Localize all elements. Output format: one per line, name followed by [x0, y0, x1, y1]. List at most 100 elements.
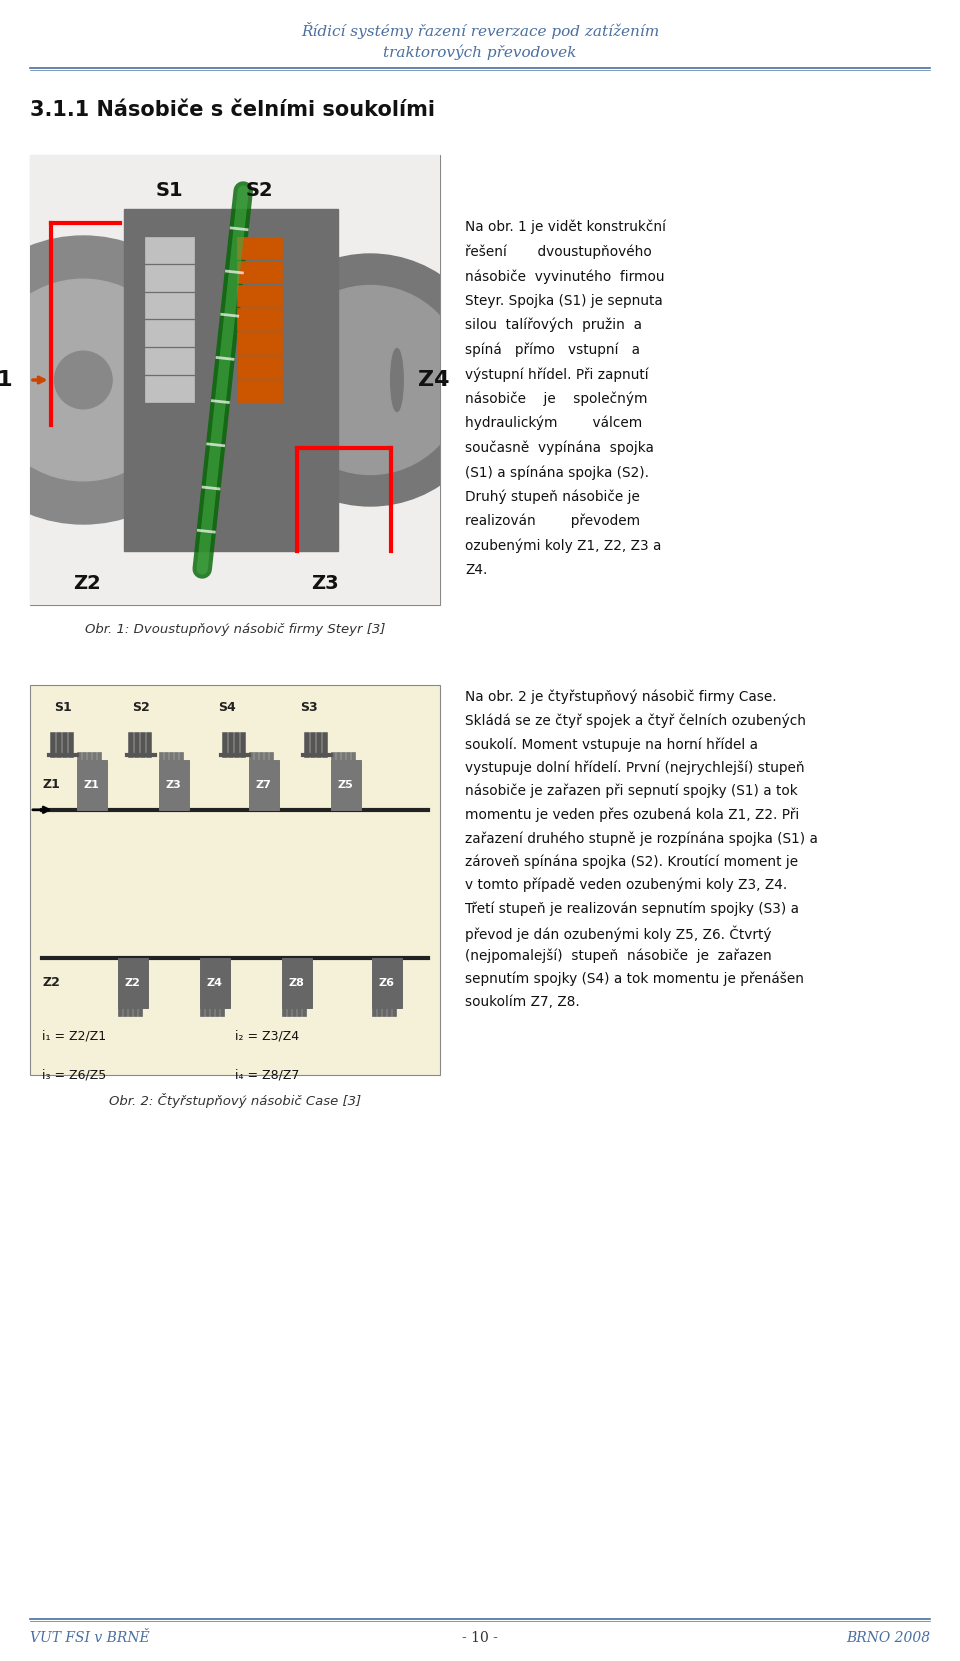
Bar [237, 261, 282, 282]
Bar [264, 752, 268, 759]
Bar [30, 154, 440, 605]
Text: současně  vypínána  spojka: současně vypínána spojka [465, 440, 654, 455]
Text: momentu je veden přes ozubená kola Z1, Z2. Při: momentu je veden přes ozubená kola Z1, Z… [465, 807, 800, 822]
Circle shape [244, 254, 496, 507]
Circle shape [0, 279, 184, 480]
Bar [77, 752, 81, 759]
Bar [164, 752, 168, 759]
Bar [282, 1008, 286, 1015]
Bar [237, 284, 282, 306]
Text: sepnutím spojky (S4) a tok momentu je přenášen: sepnutím spojky (S4) a tok momentu je př… [465, 972, 804, 987]
Text: zařazení druhého stupně je rozpínána spojka (S1) a: zařazení druhého stupně je rozpínána spo… [465, 830, 818, 845]
Text: Obr. 2: Čtyřstupňový násobič Case [3]: Obr. 2: Čtyřstupňový násobič Case [3] [108, 1093, 361, 1108]
Bar [179, 752, 183, 759]
Bar [237, 380, 282, 402]
Text: (S1) a spínána spojka (S2).: (S1) a spínána spojka (S2). [465, 465, 649, 480]
Text: S2: S2 [246, 181, 274, 199]
Text: Z2: Z2 [74, 575, 101, 593]
Bar [200, 958, 229, 1008]
Text: 3.1.1 Násobiče s čelními soukolími: 3.1.1 Násobiče s čelními soukolími [30, 100, 435, 120]
Text: S1: S1 [156, 181, 183, 199]
Bar [123, 1008, 127, 1015]
Bar [169, 752, 173, 759]
Bar [97, 752, 101, 759]
Bar [48, 349, 396, 412]
Bar [124, 209, 338, 551]
Bar [117, 958, 148, 1008]
Bar [145, 292, 194, 319]
Bar [382, 1008, 386, 1015]
Bar [200, 1008, 204, 1015]
Text: Z4.: Z4. [465, 563, 488, 576]
Bar [92, 752, 96, 759]
Text: Z1: Z1 [0, 370, 12, 390]
Text: v tomto případě veden ozubenými koly Z3, Z4.: v tomto případě veden ozubenými koly Z3,… [465, 879, 787, 892]
Text: Skládá se ze čtyř spojek a čtyř čelních ozubených: Skládá se ze čtyř spojek a čtyř čelních … [465, 714, 806, 728]
Bar [30, 684, 440, 1075]
Text: zároveň spínána spojka (S2). Kroutící moment je: zároveň spínána spojka (S2). Kroutící mo… [465, 854, 798, 869]
Text: Druhý stupeň násobiče je: Druhý stupeň násobiče je [465, 490, 640, 503]
Bar [77, 759, 107, 811]
Text: traktorových převodovek: traktorových převodovek [383, 43, 577, 60]
Text: převod je dán ozubenými koly Z5, Z6. Čtvrtý: převod je dán ozubenými koly Z5, Z6. Čtv… [465, 925, 772, 942]
Text: Řídicí systémy řazení reverzace pod zatížením: Řídicí systémy řazení reverzace pod zatí… [300, 22, 660, 38]
Bar [237, 332, 282, 354]
Text: Z2: Z2 [125, 978, 140, 988]
Text: Obr. 1: Dvoustupňový násobič firmy Steyr [3]: Obr. 1: Dvoustupňový násobič firmy Steyr… [84, 623, 385, 636]
Bar [281, 958, 311, 1008]
Text: S1: S1 [54, 701, 72, 714]
Text: S2: S2 [132, 701, 150, 714]
Text: ozubenými koly Z1, Z2, Z3 a: ozubenými koly Z1, Z2, Z3 a [465, 538, 661, 553]
Text: silou  talířových  pružin  a: silou talířových pružin a [465, 317, 642, 332]
Text: Z3: Z3 [166, 779, 181, 789]
Text: Z1: Z1 [84, 779, 100, 789]
Text: Steyr. Spojka (S1) je sepnuta: Steyr. Spojka (S1) je sepnuta [465, 294, 662, 307]
Bar [145, 349, 194, 374]
Text: řešení       dvoustupňového: řešení dvoustupňového [465, 244, 652, 259]
Bar [210, 1008, 214, 1015]
Bar [377, 1008, 381, 1015]
Bar [387, 1008, 392, 1015]
Text: soukolí. Moment vstupuje na horní hřídel a: soukolí. Moment vstupuje na horní hřídel… [465, 737, 758, 751]
Bar [145, 238, 194, 262]
Bar [249, 759, 278, 811]
Bar [237, 238, 282, 259]
Bar [215, 1008, 219, 1015]
Text: i₄ = Z8/Z7: i₄ = Z8/Z7 [235, 1068, 300, 1081]
Text: VUT FSI v BRNĚ: VUT FSI v BRNĚ [30, 1631, 150, 1644]
Text: Z2: Z2 [42, 977, 60, 990]
Text: Z8: Z8 [289, 978, 304, 988]
Text: Třetí stupeň je realizován sepnutím spojky (S3) a: Třetí stupeň je realizován sepnutím spoj… [465, 902, 799, 915]
Text: i₁ = Z2/Z1: i₁ = Z2/Z1 [42, 1030, 107, 1043]
Bar [393, 1008, 396, 1015]
Bar [341, 752, 346, 759]
Text: Z5: Z5 [338, 779, 353, 789]
Bar [118, 1008, 122, 1015]
Text: Z6: Z6 [378, 978, 395, 988]
Bar [145, 321, 194, 345]
Text: násobiče je zařazen při sepnutí spojky (S1) a tok: násobiče je zařazen při sepnutí spojky (… [465, 784, 798, 799]
Bar [145, 264, 194, 291]
Text: i₃ = Z6/Z5: i₃ = Z6/Z5 [42, 1068, 107, 1081]
Bar [237, 309, 282, 331]
Ellipse shape [42, 349, 55, 412]
Text: i₂ = Z3/Z4: i₂ = Z3/Z4 [235, 1030, 300, 1043]
Bar [331, 752, 335, 759]
Text: realizován        převodem: realizován převodem [465, 513, 640, 528]
Bar [372, 958, 401, 1008]
Text: vystupuje dolní hřídelí. První (nejrychlejší) stupeň: vystupuje dolní hřídelí. První (nejrychl… [465, 761, 804, 776]
Text: soukolím Z7, Z8.: soukolím Z7, Z8. [465, 995, 580, 1010]
Circle shape [0, 236, 228, 523]
Bar [250, 752, 253, 759]
Bar [158, 759, 188, 811]
Text: Z4: Z4 [206, 978, 223, 988]
Text: Na obr. 1 je vidět konstrukční: Na obr. 1 je vidět konstrukční [465, 219, 666, 234]
Circle shape [276, 286, 465, 475]
Text: spíná   přímo   vstupní   a: spíná přímo vstupní a [465, 342, 640, 357]
Text: BRNO 2008: BRNO 2008 [846, 1631, 930, 1644]
Bar [237, 355, 282, 377]
Circle shape [55, 350, 112, 409]
Bar [287, 1008, 291, 1015]
Text: - 10 -: - 10 - [462, 1631, 498, 1644]
Text: Na obr. 2 je čtyřstupňový násobič firmy Case.: Na obr. 2 je čtyřstupňový násobič firmy … [465, 689, 777, 704]
